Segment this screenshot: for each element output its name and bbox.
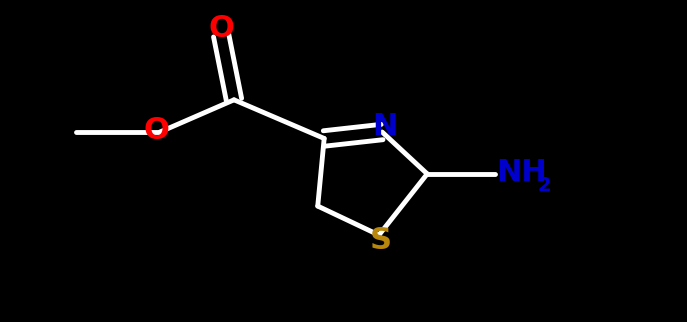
Text: S: S: [370, 226, 392, 255]
Text: 2: 2: [538, 176, 552, 195]
Text: N: N: [372, 112, 398, 141]
Text: O: O: [208, 14, 234, 43]
Text: NH: NH: [496, 158, 547, 187]
Text: O: O: [144, 116, 170, 145]
